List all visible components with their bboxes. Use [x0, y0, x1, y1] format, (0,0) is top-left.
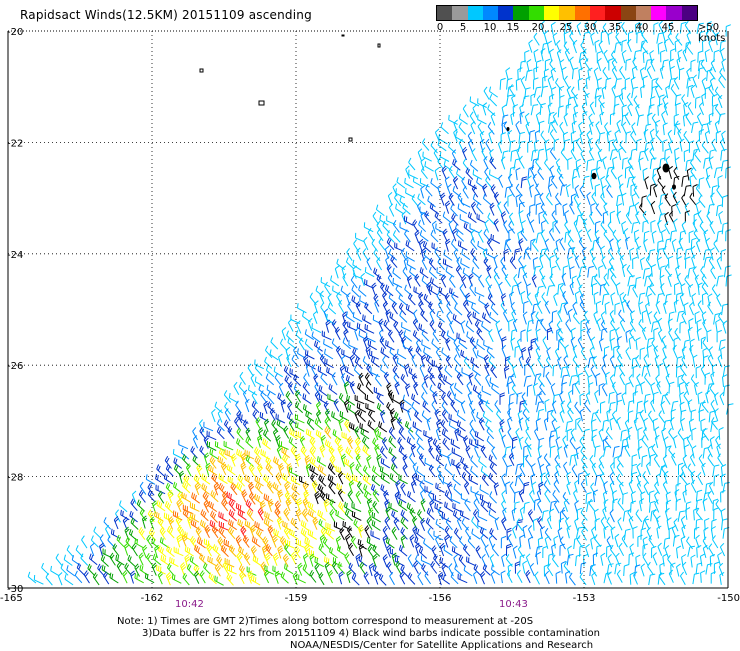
- colorbar-segment: [605, 6, 620, 20]
- lat-label: -28: [7, 473, 23, 484]
- colorbar-segment: [575, 6, 590, 20]
- island-marker: [663, 163, 670, 172]
- colorbar-label: 25: [560, 22, 573, 33]
- colorbar-segment: [544, 6, 559, 20]
- lat-label: -22: [7, 138, 23, 149]
- colorbar-segment: [498, 6, 513, 20]
- lon-label: -159: [285, 593, 308, 604]
- colorbar-label: 10: [484, 22, 497, 33]
- colorbar-segment: [559, 6, 574, 20]
- colorbar-label: 40: [636, 22, 649, 33]
- island-marker: [672, 184, 676, 189]
- colorbar-units-label: >50 knots: [698, 22, 726, 44]
- colorbar-segment: [636, 6, 651, 20]
- colorbar-segment: [682, 6, 697, 20]
- colorbar-segment: [590, 6, 605, 20]
- note-line-1: Note: 1) Times are GMT 2)Times along bot…: [117, 616, 740, 627]
- time-label-2: 10:43: [499, 599, 528, 610]
- colorbar-label: 35: [609, 22, 622, 33]
- island-marker: [592, 173, 597, 180]
- map-title: Rapidsact Winds(12.5KM) 20151109 ascendi…: [20, 8, 312, 22]
- colorbar-segment: [437, 6, 452, 20]
- note-line-2: 3)Data buffer is 22 hrs from 20151109 4)…: [142, 628, 740, 639]
- colorbar-segment: [651, 6, 666, 20]
- lon-label: -156: [429, 593, 452, 604]
- island-marker: [507, 127, 510, 131]
- colorbar-segment: [621, 6, 636, 20]
- colorbar-segment: [666, 6, 681, 20]
- note-line-3: NOAA/NESDIS/Center for Satellite Applica…: [290, 640, 740, 651]
- time-label-1: 10:42: [175, 599, 204, 610]
- colorbar-label: 20: [532, 22, 545, 33]
- lon-label: -162: [141, 593, 164, 604]
- lon-label: -153: [573, 593, 596, 604]
- colorbar-label: 45: [662, 22, 675, 33]
- lon-label: -150: [717, 593, 740, 604]
- colorbar-segment: [529, 6, 544, 20]
- wind-speed-colorbar: [436, 5, 698, 21]
- colorbar-segment: [513, 6, 528, 20]
- lat-label: -24: [7, 250, 23, 261]
- lat-label: -26: [7, 361, 23, 372]
- colorbar-label: 0: [437, 22, 443, 33]
- colorbar-segment: [468, 6, 483, 20]
- colorbar-segment: [483, 6, 498, 20]
- colorbar-label: 5: [460, 22, 466, 33]
- lon-label: -165: [0, 593, 23, 604]
- colorbar-segment: [452, 6, 467, 20]
- colorbar-label: 15: [507, 22, 520, 33]
- colorbar-label: 30: [584, 22, 597, 33]
